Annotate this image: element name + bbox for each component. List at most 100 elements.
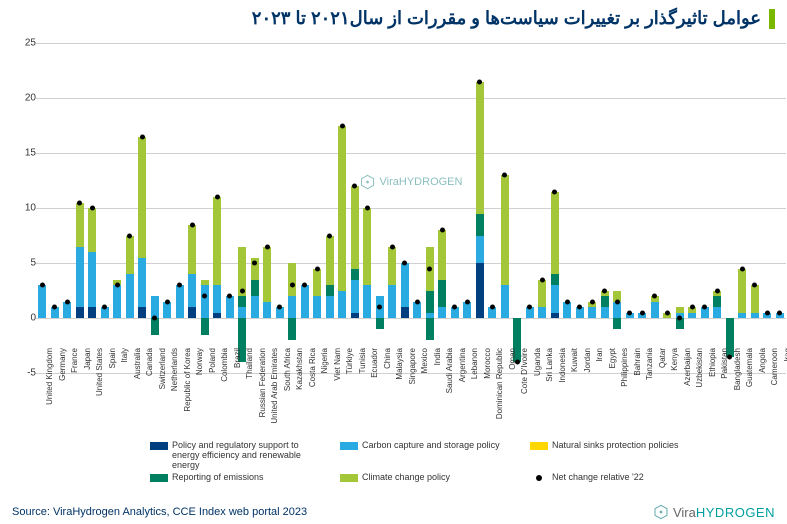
x-label: Costa Rica [308, 348, 317, 438]
bar-segment [363, 285, 371, 318]
net-dot [602, 288, 607, 293]
bar-group [626, 43, 634, 373]
bar-group [513, 43, 521, 373]
net-dot [240, 288, 245, 293]
x-label: Russian Federation [258, 348, 267, 438]
bar-group [488, 43, 496, 373]
bar-group [676, 43, 684, 373]
x-label: Nigeria [320, 348, 329, 438]
y-tick: 5 [12, 258, 36, 269]
x-label: Egypt [608, 348, 617, 438]
x-label: Angola [758, 348, 767, 438]
bar-segment [426, 291, 434, 313]
bar-segment [213, 313, 221, 319]
y-tick: -5 [12, 368, 36, 379]
bar-group [63, 43, 71, 373]
bar-segment-neg [201, 318, 209, 335]
bar-segment [351, 280, 359, 313]
y-axis: -50510152025 [8, 43, 36, 373]
bar-group [651, 43, 659, 373]
net-dot [577, 305, 582, 310]
net-dot [340, 123, 345, 128]
x-label: Kenya [670, 348, 679, 438]
bar-group [288, 43, 296, 373]
legend: Policy and regulatory support to energy … [150, 440, 710, 484]
bar-group [476, 43, 484, 373]
bar-group [588, 43, 596, 373]
bar-segment [738, 313, 746, 319]
y-tick: 10 [12, 203, 36, 214]
net-dot [165, 299, 170, 304]
bar-segment [751, 285, 759, 313]
bar-segment [438, 230, 446, 280]
chart-title: عوامل تاثیرگذار بر تغییرات سیاست‌ها و مق… [252, 8, 761, 29]
net-dot [190, 222, 195, 227]
net-dot [377, 305, 382, 310]
bar-group [126, 43, 134, 373]
net-dot [202, 294, 207, 299]
x-label: Japan [83, 348, 92, 438]
bar-segment [588, 307, 596, 318]
bar-segment [351, 186, 359, 269]
bar-group [401, 43, 409, 373]
legend-item: Natural sinks protection policies [530, 440, 700, 470]
bar-segment [501, 175, 509, 285]
bar-group [751, 43, 759, 373]
legend-swatch [340, 474, 358, 482]
bar-segment [288, 263, 296, 296]
x-label: Türkiye [345, 348, 354, 438]
net-dot [40, 283, 45, 288]
net-dot [690, 305, 695, 310]
bar-segment [751, 313, 759, 319]
bar-group [76, 43, 84, 373]
legend-row: Reporting of emissionsClimate change pol… [150, 472, 710, 482]
bar-segment [238, 296, 246, 307]
bar-segment [363, 208, 371, 285]
bar-segment [88, 252, 96, 307]
x-label: Ethiopia [708, 348, 717, 438]
net-dot [627, 310, 632, 315]
bar-segment [138, 137, 146, 258]
x-label: Switzerland [158, 348, 167, 438]
gridline [36, 263, 786, 264]
y-tick: 25 [12, 38, 36, 49]
bar-segment [688, 313, 696, 319]
x-label: Poland [208, 348, 217, 438]
bar-group [176, 43, 184, 373]
x-label: Netherlands [170, 348, 179, 438]
bar-group [301, 43, 309, 373]
bar-group [451, 43, 459, 373]
net-dot [777, 310, 782, 315]
x-label: Uganda [533, 348, 542, 438]
x-label: Germany [58, 348, 67, 438]
bar-segment [113, 285, 121, 318]
bar-group [576, 43, 584, 373]
x-label: Sri Lanka [545, 348, 554, 438]
bar-group [463, 43, 471, 373]
bar-segment [263, 302, 271, 319]
x-label: Canada [145, 348, 154, 438]
bar-group [501, 43, 509, 373]
x-label: Uzbekistan [695, 348, 704, 438]
x-label: Saudi Arabia [445, 348, 454, 438]
bar-segment [313, 296, 321, 318]
net-dot [115, 283, 120, 288]
net-dot [215, 195, 220, 200]
net-dot [365, 206, 370, 211]
legend-item: Carbon capture and storage policy [340, 440, 510, 470]
x-label: Mexico [420, 348, 429, 438]
bar-segment [738, 269, 746, 313]
x-label: Jordan [583, 348, 592, 438]
net-dot [765, 310, 770, 315]
net-dot [415, 299, 420, 304]
bar-group [701, 43, 709, 373]
net-dot [452, 305, 457, 310]
bar-segment [88, 208, 96, 252]
bar-group [713, 43, 721, 373]
x-label: Norway [195, 348, 204, 438]
bar-group [438, 43, 446, 373]
x-label: Brazil [233, 348, 242, 438]
x-label: South Africa [283, 348, 292, 438]
net-dot [52, 305, 57, 310]
bar-group [88, 43, 96, 373]
